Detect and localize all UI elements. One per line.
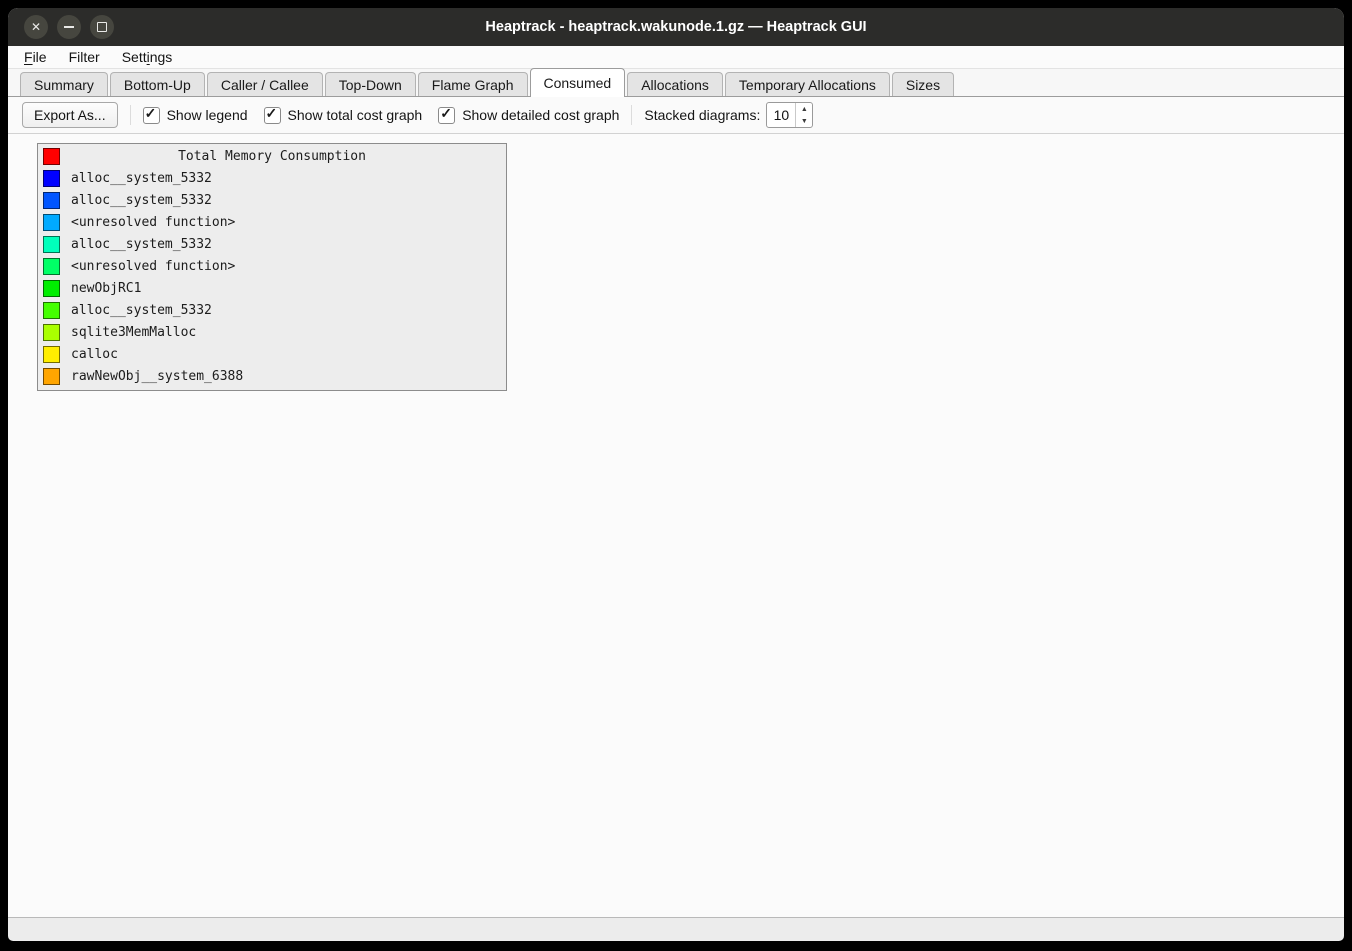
stepper-down-icon[interactable]: ▼ <box>796 115 812 127</box>
legend-label: sqlite3MemMalloc <box>71 325 196 340</box>
legend-label: alloc__system_5332 <box>71 237 212 252</box>
legend-swatch-icon <box>43 192 60 209</box>
legend-swatch-icon <box>43 214 60 231</box>
legend-swatch-icon <box>43 324 60 341</box>
legend-item: sqlite3MemMalloc <box>38 321 506 343</box>
legend-item: calloc <box>38 343 506 365</box>
legend-item: alloc__system_5332 <box>38 167 506 189</box>
tab-allocations[interactable]: Allocations <box>627 72 723 96</box>
checkbox-icon[interactable]: ✓ <box>438 107 455 124</box>
legend-swatch-icon <box>43 368 60 385</box>
tab-caller-callee[interactable]: Caller / Callee <box>207 72 323 96</box>
checkbox-show-total-cost-graph[interactable]: ✓ Show total cost graph <box>264 107 423 124</box>
tab-bar: SummaryBottom-UpCaller / CalleeTop-DownF… <box>8 69 1344 97</box>
checkbox-show-detailed-cost-graph[interactable]: ✓ Show detailed cost graph <box>438 107 619 124</box>
stepper-up-icon[interactable]: ▲ <box>796 103 812 115</box>
legend-label: newObjRC1 <box>71 281 141 296</box>
toolbar-separator <box>130 105 131 125</box>
legend-swatch-icon <box>43 170 60 187</box>
tab-summary[interactable]: Summary <box>20 72 108 96</box>
legend-swatch-icon <box>43 258 60 275</box>
stacked-diagrams-label: Stacked diagrams: <box>644 107 760 123</box>
legend-label: calloc <box>71 347 118 362</box>
legend-item: alloc__system_5332 <box>38 233 506 255</box>
stacked-diagrams-stepper[interactable]: 10 ▲ ▼ <box>766 102 813 128</box>
legend-label: alloc__system_5332 <box>71 193 212 208</box>
legend-label: <unresolved function> <box>71 259 235 274</box>
tab-temporary-allocations[interactable]: Temporary Allocations <box>725 72 890 96</box>
legend-title-row: Total Memory Consumption <box>38 145 506 167</box>
menu-file[interactable]: File <box>24 49 47 65</box>
legend-item: <unresolved function> <box>38 211 506 233</box>
legend-item: alloc__system_5332 <box>38 189 506 211</box>
stacked-diagrams-value: 10 <box>767 103 795 127</box>
toolbar: Export As... ✓ Show legend ✓ Show total cos… <box>8 97 1344 133</box>
legend-label: <unresolved function> <box>71 215 235 230</box>
window-title: Heaptrack - heaptrack.wakunode.1.gz — He… <box>8 8 1344 46</box>
app-window: ✕ Heaptrack - heaptrack.wakunode.1.gz — … <box>8 8 1344 941</box>
legend-label: alloc__system_5332 <box>71 171 212 186</box>
checkbox-label: Show legend <box>167 107 248 123</box>
tab-sizes[interactable]: Sizes <box>892 72 954 96</box>
checkbox-show-legend[interactable]: ✓ Show legend <box>143 107 248 124</box>
checkbox-icon[interactable]: ✓ <box>264 107 281 124</box>
checkbox-label: Show total cost graph <box>288 107 423 123</box>
tab-flame-graph[interactable]: Flame Graph <box>418 72 528 96</box>
legend-item: <unresolved function> <box>38 255 506 277</box>
tab-top-down[interactable]: Top-Down <box>325 72 416 96</box>
menu-filter[interactable]: Filter <box>69 49 100 65</box>
legend-item: alloc__system_5332 <box>38 299 506 321</box>
legend-label: Total Memory Consumption <box>38 149 506 164</box>
legend-item: rawNewObj__system_6388 <box>38 365 506 387</box>
legend-swatch-icon <box>43 236 60 253</box>
export-as-button[interactable]: Export As... <box>22 102 118 128</box>
legend-item: newObjRC1 <box>38 277 506 299</box>
checkbox-label: Show detailed cost graph <box>462 107 619 123</box>
title-bar: ✕ Heaptrack - heaptrack.wakunode.1.gz — … <box>8 8 1344 46</box>
checkbox-icon[interactable]: ✓ <box>143 107 160 124</box>
legend-swatch-icon <box>43 302 60 319</box>
toolbar-separator <box>631 105 632 125</box>
tab-bottom-up[interactable]: Bottom-Up <box>110 72 205 96</box>
legend-label: rawNewObj__system_6388 <box>71 369 243 384</box>
legend-swatch-icon <box>43 346 60 363</box>
chart-panel: Total Memory Consumption alloc__system_53… <box>8 133 1344 918</box>
menu-settings[interactable]: Settings <box>122 49 173 65</box>
menu-bar: File Filter Settings <box>8 46 1344 69</box>
tab-consumed[interactable]: Consumed <box>530 68 626 97</box>
legend-swatch-icon <box>43 280 60 297</box>
legend-label: alloc__system_5332 <box>71 303 212 318</box>
chart-legend: Total Memory Consumption alloc__system_53… <box>37 143 507 391</box>
